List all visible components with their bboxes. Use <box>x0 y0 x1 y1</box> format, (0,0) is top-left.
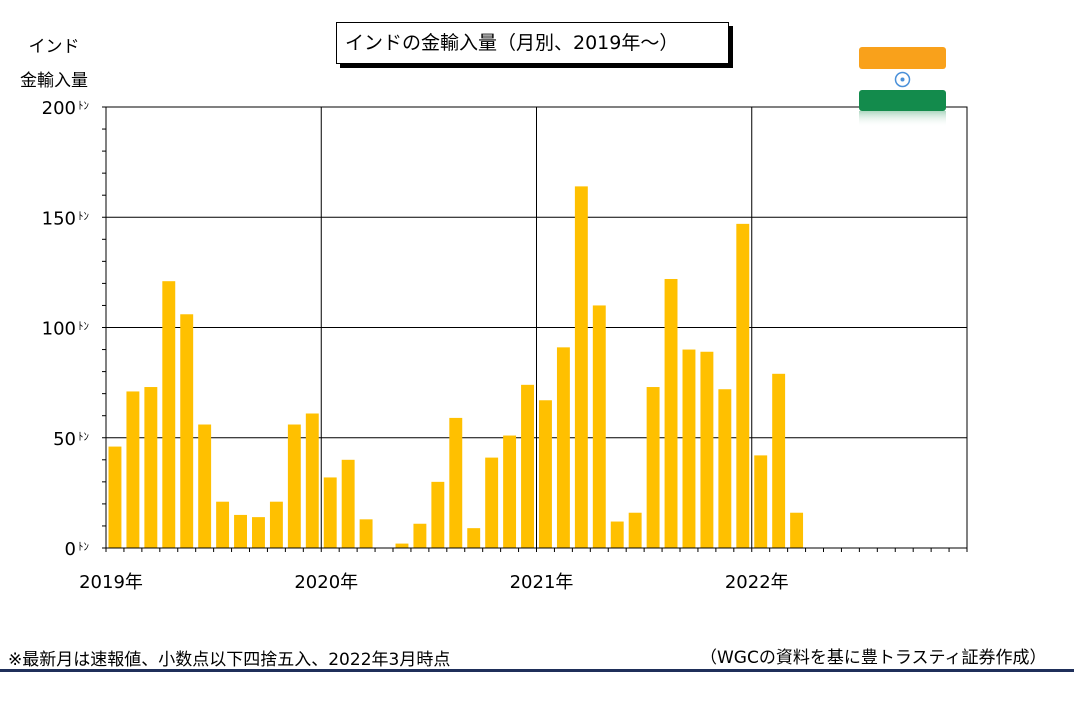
bar <box>664 278 678 548</box>
bar <box>359 519 373 548</box>
bottom-divider <box>0 669 1074 672</box>
bar <box>108 446 122 548</box>
bar <box>144 387 158 548</box>
bar <box>305 413 319 548</box>
bar <box>772 373 786 548</box>
y-tick-label: 0 <box>65 539 76 560</box>
bar <box>592 305 606 548</box>
x-year-label: 2019年 <box>79 572 143 593</box>
bar <box>682 349 696 548</box>
y-axis-label-line1: インド <box>28 37 80 57</box>
y-tick-label: 150 <box>42 208 76 229</box>
bar <box>341 459 355 548</box>
bar <box>790 512 804 548</box>
source-credit: （WGCの資料を基に豊トラスティ証券作成） <box>700 648 1047 668</box>
bar <box>485 457 499 548</box>
bar <box>269 501 283 548</box>
bar <box>646 387 660 548</box>
bar <box>162 281 176 548</box>
x-year-label: 2021年 <box>510 572 574 593</box>
y-tick-unit: ﾄﾝ <box>78 430 89 443</box>
bar <box>413 523 427 548</box>
bar <box>287 424 301 548</box>
india-flag-icon <box>859 47 946 127</box>
bar <box>216 501 230 548</box>
chart-title: インドの金輸入量（月別、2019年～） <box>336 22 729 64</box>
bar <box>467 528 481 548</box>
y-tick-label: 50 <box>53 429 76 450</box>
bar <box>539 400 552 548</box>
bar <box>700 351 714 548</box>
y-tick-unit: ﾄﾝ <box>78 209 89 222</box>
bar <box>431 481 445 548</box>
bar <box>503 435 517 548</box>
bar <box>395 543 409 548</box>
bar <box>736 223 750 549</box>
bar <box>449 417 463 548</box>
y-axis-label-line2: 金輸入量 <box>20 71 88 91</box>
bar <box>180 314 194 548</box>
bar <box>754 455 768 548</box>
bar <box>556 347 570 548</box>
bar <box>521 384 534 548</box>
x-year-label: 2022年 <box>725 572 789 593</box>
y-tick-unit: ﾄﾝ <box>78 320 89 333</box>
bar <box>126 391 140 548</box>
bar <box>610 521 624 548</box>
bar <box>628 512 642 548</box>
bar <box>252 517 265 548</box>
bar <box>198 424 212 548</box>
footnote: ※最新月は速報値、小数点以下四捨五入、2022年3月時点 <box>8 650 451 670</box>
x-year-label: 2020年 <box>294 572 358 593</box>
y-tick-unit: ﾄﾝ <box>78 99 89 112</box>
y-tick-label: 100 <box>42 319 76 340</box>
y-tick-unit: ﾄﾝ <box>78 540 89 553</box>
bar <box>718 389 732 548</box>
y-tick-label: 200 <box>42 98 76 119</box>
bar <box>574 186 588 548</box>
bar <box>234 514 247 548</box>
bar <box>323 477 337 548</box>
